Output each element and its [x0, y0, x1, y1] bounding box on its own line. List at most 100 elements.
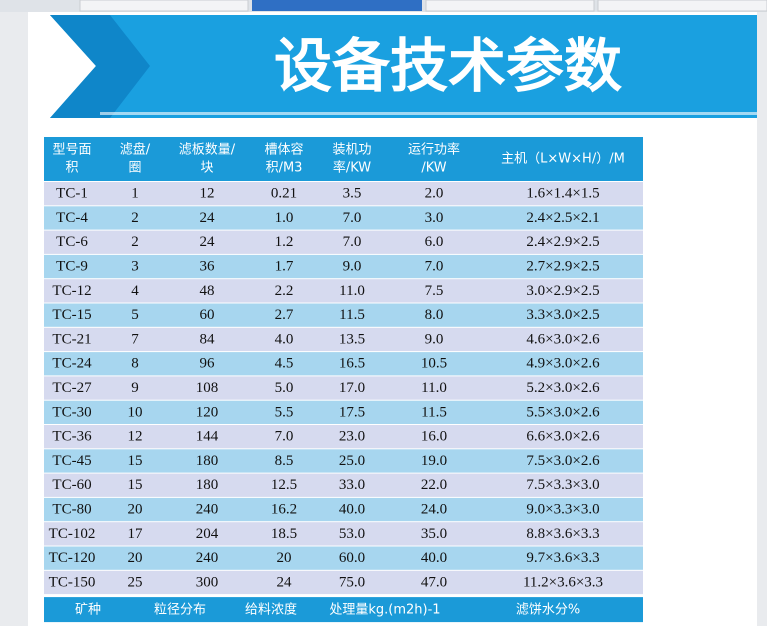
table-cell: 19.0: [421, 453, 447, 469]
table-cell: TC-120: [49, 550, 96, 566]
table-cell: 5.0: [275, 380, 294, 396]
table-row: [44, 473, 643, 497]
table-cell: 4: [131, 283, 139, 299]
footer-cell: 粒径分布: [154, 603, 206, 618]
table-cell: 4.5: [275, 356, 294, 372]
table-cell: 8.8×3.6×3.3: [526, 526, 599, 542]
table-cell: 7: [131, 331, 139, 347]
table-cell: 11.2×3.6×3.3: [523, 574, 603, 590]
table-cell: 240: [196, 550, 219, 566]
table-cell: 7.0: [275, 429, 294, 445]
table-cell: 3.5: [343, 186, 362, 202]
table-cell: 23.0: [339, 429, 365, 445]
table-cell: 0.21: [271, 186, 297, 202]
table-cell: 13.5: [339, 331, 365, 347]
table-cell: 120: [196, 404, 219, 420]
table-row: [44, 522, 643, 546]
header-cell: 滤板数量/: [179, 143, 236, 158]
table-cell: 33.0: [339, 477, 365, 493]
browser-tab[interactable]: [79, 0, 249, 12]
table-cell: TC-15: [52, 307, 91, 323]
table-cell: 12: [128, 429, 143, 445]
table-cell: TC-12: [52, 283, 91, 299]
header-cell: 率/KW: [333, 160, 371, 176]
table-row: [44, 327, 643, 352]
table-row: [44, 352, 643, 376]
table-cell: 9.7×3.6×3.3: [526, 550, 599, 566]
table-cell: 204: [196, 526, 219, 542]
table-cell: 48: [200, 283, 215, 299]
table-cell: TC-24: [52, 356, 92, 372]
header-cell: 型号面: [52, 143, 91, 158]
table-cell: 11.0: [339, 283, 365, 299]
table-row: [44, 254, 643, 279]
table-cell: 1.0: [275, 210, 294, 226]
table-cell: 18.5: [271, 526, 297, 542]
table-cell: 2.2: [275, 283, 294, 299]
table-cell: 108: [196, 380, 219, 396]
table-cell: 84: [200, 331, 216, 347]
table-cell: 8: [131, 356, 139, 372]
table-cell: TC-27: [52, 380, 92, 396]
table-cell: 4.0: [275, 331, 294, 347]
table-cell: 10.5: [421, 356, 447, 372]
table-cell: 17.5: [339, 404, 365, 420]
table-cell: 24.0: [421, 501, 447, 517]
table-cell: 35.0: [421, 526, 447, 542]
table-cell: 2.7: [275, 307, 294, 323]
table-cell: 60.0: [339, 550, 365, 566]
table-cell: 3.0×2.9×2.5: [526, 283, 599, 299]
table-cell: 20: [128, 550, 143, 566]
table-row: [44, 230, 643, 254]
table-cell: 9.0: [425, 331, 444, 347]
table-cell: 47.0: [421, 574, 447, 590]
table-cell: 300: [196, 574, 219, 590]
table-cell: 2.0: [425, 186, 444, 202]
table-row: [44, 376, 643, 400]
banner-stripe: [100, 112, 757, 115]
table-cell: 17.0: [339, 380, 365, 396]
table-cell: 5: [131, 307, 139, 323]
table-cell: 10: [128, 404, 143, 420]
table-cell: 7.5×3.0×2.6: [526, 453, 600, 469]
browser-tab-active[interactable]: [252, 0, 422, 11]
table-cell: 53.0: [339, 526, 365, 542]
table-row: [44, 303, 643, 327]
table-cell: 2.4×2.5×2.1: [526, 210, 599, 226]
table-cell: 24: [200, 234, 216, 250]
table-cell: 20: [128, 501, 143, 517]
header-cell: 滤盘/: [120, 142, 151, 158]
footer-cell: 滤饼水分%: [516, 603, 580, 618]
table-cell: 144: [196, 429, 219, 445]
table-cell: 7.5: [425, 283, 444, 299]
table-cell: 96: [200, 356, 216, 372]
table-cell: 24: [200, 210, 216, 226]
table-row: [44, 182, 643, 206]
browser-tab[interactable]: [425, 0, 595, 12]
table-cell: TC-45: [52, 453, 91, 469]
table-cell: 180: [196, 477, 219, 493]
table-cell: 5.5×3.0×2.6: [526, 404, 600, 420]
table-cell: 2: [131, 210, 139, 226]
header-cell: 运行功率: [408, 142, 460, 158]
table-row: [44, 279, 643, 303]
banner: [50, 15, 757, 118]
table-cell: 60: [200, 307, 215, 323]
table-cell: TC-4: [56, 210, 88, 226]
table-cell: 3.0: [425, 210, 444, 226]
table-cell: TC-60: [52, 477, 91, 493]
table-cell: 2.7×2.9×2.5: [526, 258, 599, 274]
table-cell: 11.5: [421, 404, 447, 420]
table-cell: 12: [200, 186, 215, 202]
header-cell: 圈: [128, 161, 141, 176]
table-cell: 24: [277, 574, 293, 590]
table-cell: 7.5×3.3×3.0: [526, 477, 599, 493]
table-row: [44, 546, 643, 570]
table-cell: 240: [196, 501, 219, 517]
header-cell: 积: [65, 161, 78, 176]
table-cell: 180: [196, 453, 219, 469]
browser-tab[interactable]: [597, 0, 767, 12]
table-cell: 1.2: [275, 234, 294, 250]
